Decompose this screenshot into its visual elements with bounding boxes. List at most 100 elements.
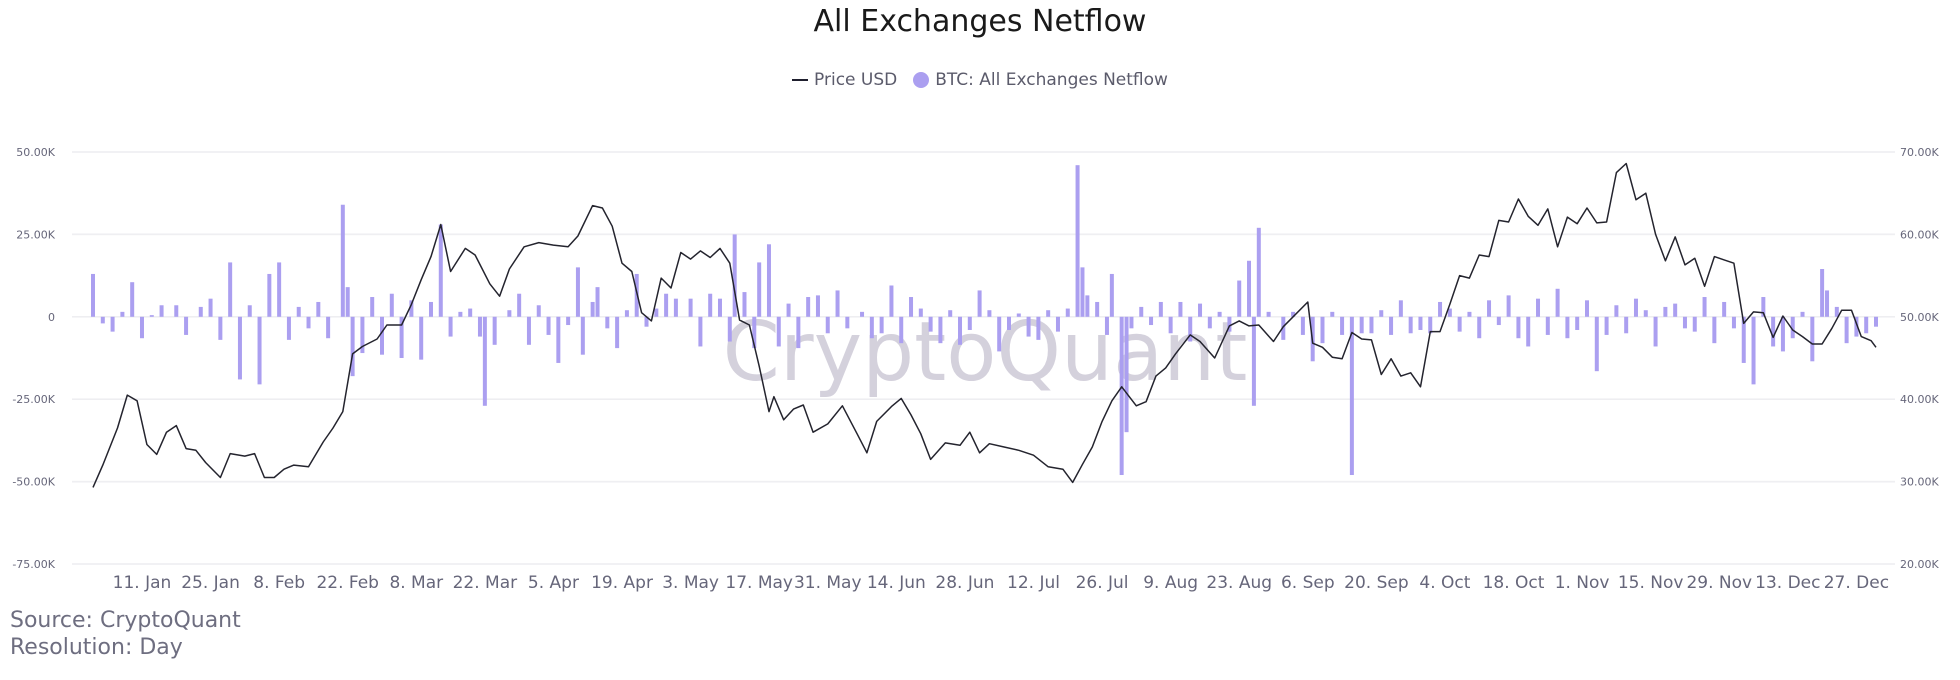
netflow-bar <box>1844 316 1849 344</box>
legend-dot-swatch <box>913 72 930 88</box>
legend-label-price: Price USD <box>814 70 898 90</box>
netflow-bar <box>879 316 884 334</box>
netflow-bar <box>717 298 722 317</box>
netflow-bar <box>1178 301 1183 317</box>
legend-item-netflow[interactable]: BTC: All Exchanges Netflow <box>913 70 1168 90</box>
legend-line-swatch <box>792 79 809 81</box>
netflow-bar <box>825 316 830 334</box>
netflow-bar <box>237 316 242 380</box>
netflow-bar <box>286 316 291 340</box>
x-tick-label: 4. Oct <box>1419 573 1470 593</box>
netflow-bar <box>1119 316 1124 476</box>
netflow-bar <box>100 316 105 324</box>
netflow-bar <box>1026 316 1031 337</box>
netflow-bar <box>575 267 580 317</box>
netflow-bar <box>948 310 953 317</box>
price-usd-line <box>92 162 1877 488</box>
netflow-bar <box>928 316 933 332</box>
netflow-bar <box>766 244 771 317</box>
netflow-bar <box>326 316 331 339</box>
netflow-bar <box>776 316 781 347</box>
netflow-bar <box>1085 295 1090 317</box>
netflow-bar <box>1158 301 1163 317</box>
netflow-bar <box>1506 295 1511 317</box>
netflow-bar <box>139 316 144 339</box>
x-tick-label: 29. Nov <box>1686 573 1752 593</box>
netflow-bar <box>1555 288 1560 317</box>
netflow-bar <box>708 293 713 317</box>
netflow-bar <box>1447 308 1452 317</box>
x-tick-label: 12. Jul <box>1007 573 1060 593</box>
netflow-bar <box>1722 301 1727 317</box>
x-tick-label: 17. May <box>725 573 793 593</box>
netflow-bar <box>1477 316 1482 339</box>
netflow-bar <box>796 316 801 349</box>
y-right-tick-label: 60.00K <box>1900 228 1939 241</box>
netflow-bar <box>1095 301 1100 317</box>
netflow-bar <box>1129 316 1134 329</box>
netflow-bar <box>580 316 585 355</box>
netflow-bar <box>1256 227 1261 317</box>
netflow-bar <box>605 316 610 329</box>
netflow-bar <box>899 316 904 344</box>
y-right-tick-label: 20.00K <box>1900 558 1939 571</box>
netflow-bar <box>1496 316 1501 326</box>
netflow-bar <box>1692 316 1697 332</box>
netflow-bar <box>1575 316 1580 330</box>
netflow-bar <box>1663 306 1668 317</box>
netflow-bar <box>1467 311 1472 317</box>
netflow-bar <box>228 262 233 317</box>
grid-layer <box>72 151 1895 565</box>
x-tick-label: 19. Apr <box>591 573 653 593</box>
x-tick-label: 11. Jan <box>113 573 172 593</box>
netflow-bar <box>1251 316 1256 406</box>
y-left-tick-label: -75.00K <box>12 558 55 571</box>
legend: Price USD BTC: All Exchanges Netflow <box>0 70 1960 90</box>
x-tick-label: 31. May <box>794 573 862 593</box>
netflow-bar <box>1874 316 1878 327</box>
netflow-bar <box>1643 310 1648 317</box>
netflow-bar <box>1771 316 1776 347</box>
netflow-bar <box>860 311 865 317</box>
x-tick-label: 28. Jun <box>935 573 994 593</box>
netflow-bar <box>786 303 791 317</box>
netflow-bar <box>389 293 394 317</box>
netflow-bar <box>409 300 414 317</box>
legend-item-price[interactable]: Price USD <box>792 70 897 90</box>
netflow-bar <box>1604 316 1609 335</box>
netflow-bar <box>1565 316 1570 339</box>
x-tick-label: 8. Feb <box>253 573 305 593</box>
source-note: Source: CryptoQuant Resolution: Day <box>10 607 241 661</box>
netflow-bar <box>1761 297 1766 317</box>
netflow-bar <box>1227 316 1232 332</box>
netflow-bar <box>732 234 737 317</box>
netflow-bar <box>1075 165 1080 317</box>
netflow-bar <box>380 316 385 355</box>
x-tick-label: 5. Apr <box>528 573 579 593</box>
netflow-bar <box>546 316 551 335</box>
axis-labels: 50.00K 25.00K 0 -25.00K -50.00K -75.00K 70.00K… <box>12 146 1939 593</box>
netflow-bar <box>345 287 350 317</box>
netflow-bar <box>1291 311 1296 317</box>
plot-area: CryptoQuant 50.00K 25.00K 0 -25.00K -50.00K -… <box>12 146 1939 593</box>
netflow-bar <box>419 316 424 360</box>
netflow-bar <box>1046 310 1051 317</box>
netflow-bar <box>174 305 179 317</box>
x-tick-label: 25. Jan <box>181 573 240 593</box>
netflow-bar <box>1438 301 1443 317</box>
netflow-bar <box>1149 316 1154 326</box>
netflow-bar <box>1065 308 1070 317</box>
netflow-bar <box>468 308 473 317</box>
netflow-bar <box>477 316 482 337</box>
netflow-bar <box>399 316 404 358</box>
netflow-bar <box>1398 300 1403 317</box>
netflow-bar <box>967 316 972 330</box>
netflow-bar <box>482 316 487 406</box>
netflow-bar <box>742 292 747 317</box>
watermark: CryptoQuant <box>723 305 1248 400</box>
netflow-bar <box>688 298 693 317</box>
netflow-bar <box>1139 306 1144 317</box>
netflow-bar <box>360 316 365 354</box>
x-tick-label: 14. Jun <box>867 573 926 593</box>
